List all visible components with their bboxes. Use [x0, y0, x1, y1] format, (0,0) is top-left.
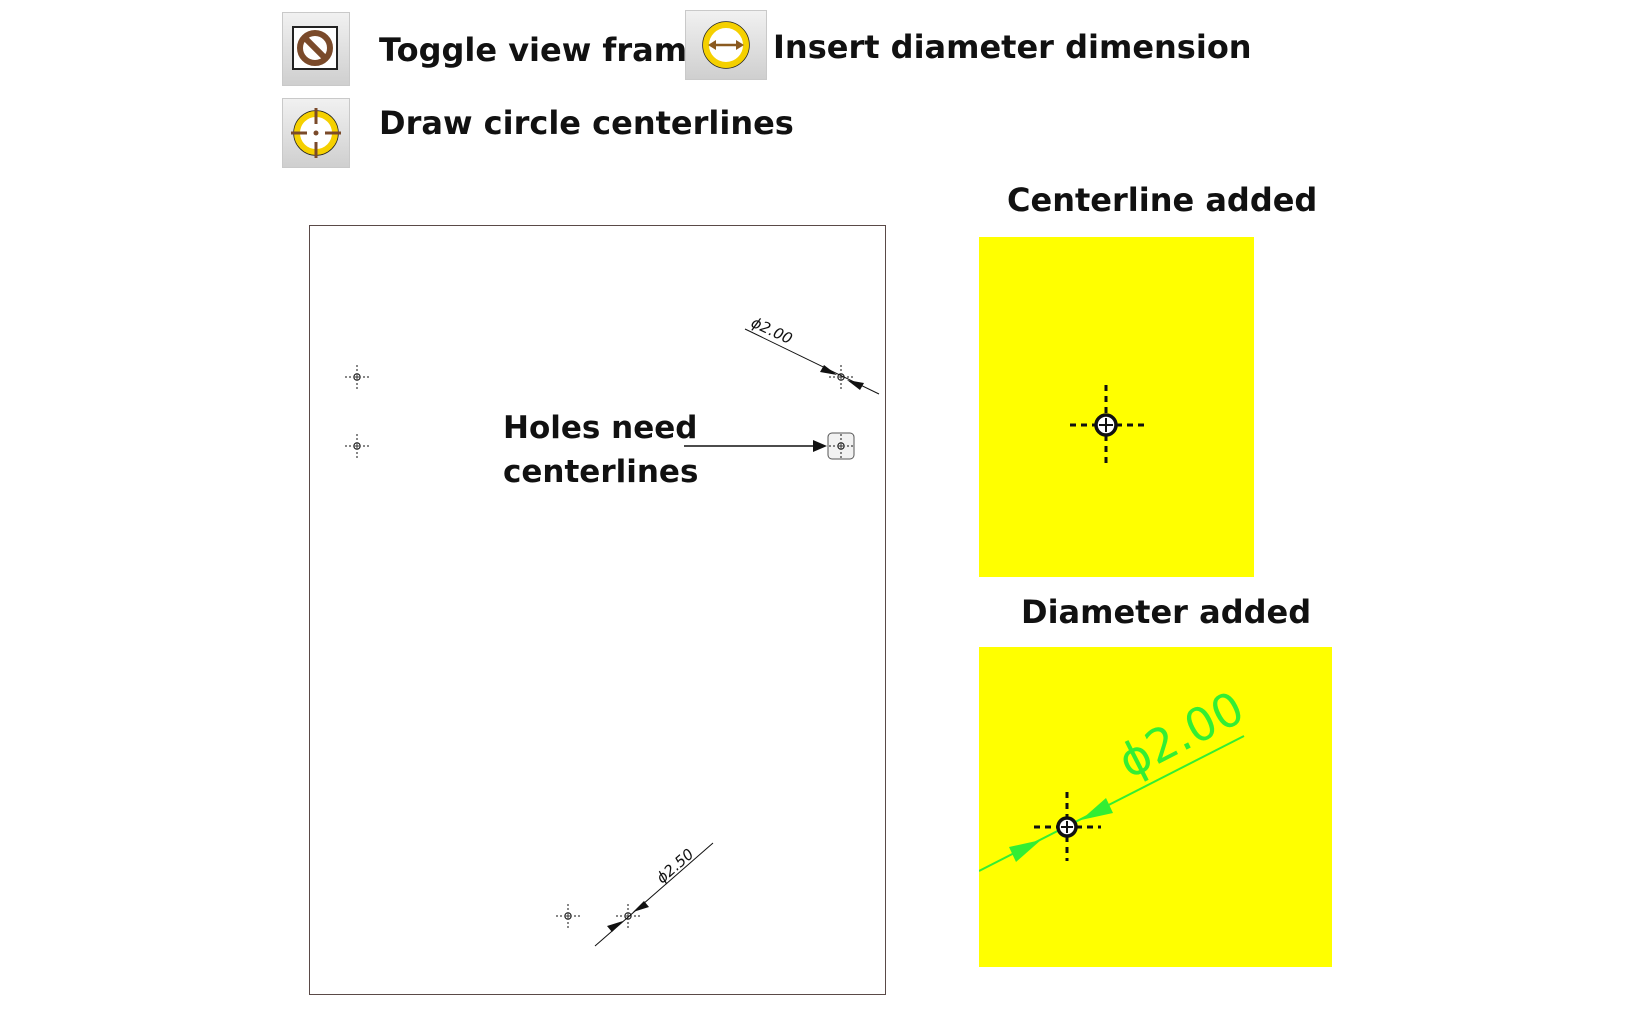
callout-text: Holes need centerlines [503, 410, 699, 490]
zoomed-dimension-text: ϕ2.00 [1109, 680, 1252, 788]
centerline-added-title: Centerline added [1007, 181, 1318, 219]
diameter-dimension-bottom[interactable]: ϕ2.50 [594, 842, 714, 947]
diameter-added-title: Diameter added [1021, 593, 1312, 631]
insert-diameter-dimension-button[interactable] [685, 10, 767, 80]
hole-center-mark[interactable] [344, 433, 370, 459]
toggle-view-frames-button[interactable] [282, 12, 350, 86]
insert-diameter-dimension-label: Insert diameter dimension [773, 28, 1252, 66]
dimension-top-text: ϕ2.00 [748, 313, 795, 348]
callout-arrow [684, 440, 827, 452]
hole-center-mark[interactable] [344, 364, 370, 390]
draw-circle-centerlines-label: Draw circle centerlines [379, 104, 794, 142]
zoomed-diameter-dimension[interactable]: ϕ2.00 [978, 647, 1332, 967]
diameter-dimension-icon [702, 21, 750, 69]
zoomed-center-mark [1070, 385, 1144, 465]
no-frames-icon [292, 26, 338, 70]
hole-center-mark[interactable] [555, 903, 581, 929]
dimension-bottom-text: ϕ2.50 [653, 845, 697, 887]
centerline-added-panel [979, 237, 1254, 577]
diameter-added-panel: ϕ2.00 [978, 647, 1332, 967]
drawing-sheet: ϕ2.00 ϕ2.50 Holes need centerlines [309, 225, 886, 995]
draw-circle-centerlines-button[interactable] [282, 98, 350, 168]
diameter-dimension-top[interactable]: ϕ2.00 [744, 313, 880, 395]
drawing-canvas: ϕ2.00 ϕ2.50 [344, 313, 880, 947]
hole-center-mark[interactable] [828, 364, 854, 390]
circle-centerline-icon [291, 108, 341, 158]
toggle-view-frames-label: Toggle view frames [379, 31, 728, 69]
